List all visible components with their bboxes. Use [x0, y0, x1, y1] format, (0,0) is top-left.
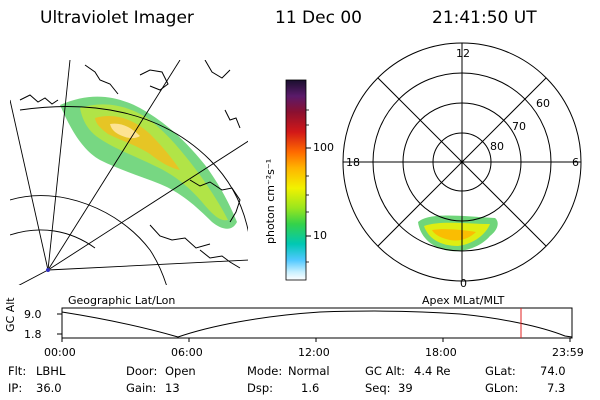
polar-label-0: 0 — [460, 277, 467, 290]
info-mode-value: Normal — [288, 364, 330, 378]
info-gcalt-value: 4.4 Re — [414, 364, 451, 378]
info-seq-value: 39 — [398, 381, 413, 395]
info-flt-value: LBHL — [36, 364, 66, 378]
polar-label-70: 70 — [512, 120, 526, 133]
polar-label-6: 6 — [572, 156, 579, 169]
colorbar-unit-label: photon cm⁻²s⁻¹ — [264, 158, 277, 244]
info-gcalt-label: GC Alt: — [365, 364, 406, 378]
polar-label-18: 18 — [346, 156, 360, 169]
polar-plot-label: Apex MLat/MLT — [422, 294, 505, 307]
info-dsp-label: Dsp: — [247, 381, 274, 395]
info-door-value: Open — [165, 364, 196, 378]
alt-ytick-1_8: 1.8 — [24, 328, 42, 341]
info-glat-value: 74.0 — [540, 364, 566, 378]
time-label: 21:41:50 UT — [432, 8, 537, 28]
info-glon-value: 7.3 — [547, 381, 566, 395]
polar-label-80: 80 — [490, 140, 504, 153]
info-glat-label: GLat: — [485, 364, 516, 378]
info-dsp-value: 1.6 — [301, 381, 320, 395]
instrument-title: Ultraviolet Imager — [40, 8, 194, 28]
info-ip-label: IP: — [8, 381, 23, 395]
polar-label-12: 12 — [456, 47, 470, 60]
info-door-label: Door: — [126, 364, 158, 378]
alt-ytick-9: 9.0 — [24, 308, 42, 321]
altitude-curve — [61, 310, 573, 338]
alt-xtick-2359: 23:59 — [552, 346, 584, 359]
info-glon-label: GLon: — [485, 381, 519, 395]
polar-label-60: 60 — [536, 97, 550, 110]
info-mode-label: Mode: — [247, 364, 283, 378]
info-gain-label: Gain: — [126, 381, 157, 395]
colorbar-tick-100: 100 — [313, 141, 334, 154]
info-flt-label: Flt: — [8, 364, 27, 378]
aurora-band-geo — [60, 96, 237, 229]
alt-chart-ylabel: GC Alt — [4, 297, 17, 332]
colorbar-tick-10: 10 — [313, 229, 327, 242]
alt-xtick-1200: 12:00 — [298, 346, 330, 359]
geo-map-label: Geographic Lat/Lon — [68, 294, 176, 307]
aurora-band-polar — [418, 215, 498, 252]
date-label: 11 Dec 00 — [275, 8, 362, 28]
alt-xtick-0600: 06:00 — [171, 346, 203, 359]
info-seq-label: Seq: — [365, 381, 391, 395]
info-ip-value: 36.0 — [36, 381, 62, 395]
alt-xtick-0000: 00:00 — [44, 346, 76, 359]
info-gain-value: 13 — [165, 381, 180, 395]
alt-xtick-1800: 18:00 — [425, 346, 457, 359]
